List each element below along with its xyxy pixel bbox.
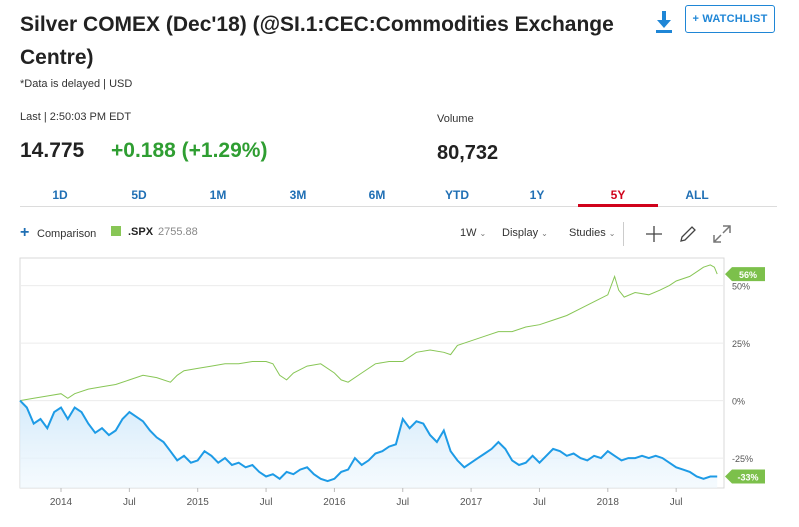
last-trade-label: Last | 2:50:03 PM EDT <box>20 111 132 123</box>
interval-value: 1W <box>460 227 477 239</box>
add-to-watchlist-button[interactable]: + WATCHLIST <box>685 5 775 33</box>
silver-end-label: -33% <box>737 473 758 483</box>
y-tick-label: 50% <box>732 282 750 292</box>
draw-pencil-icon[interactable] <box>676 222 700 246</box>
x-tick-label: 2014 <box>50 497 73 508</box>
comparison-button[interactable]: Comparison <box>37 228 97 240</box>
toolbar-divider <box>623 222 624 246</box>
range-tab-5d[interactable]: 5D <box>131 188 147 202</box>
y-tick-label: 25% <box>732 339 750 349</box>
comparison-symbol[interactable]: .SPX <box>128 226 154 238</box>
chevron-down-icon: ⌄ <box>541 229 548 238</box>
spx-end-label-bg <box>725 267 765 282</box>
expand-icon[interactable] <box>710 222 734 246</box>
spx-series-line <box>19 264 718 402</box>
display-label: Display <box>502 227 539 239</box>
range-tab-5y[interactable]: 5Y <box>578 185 658 207</box>
silver-series-line <box>19 399 718 483</box>
range-tab-all[interactable]: ALL <box>685 188 709 202</box>
silver-end-label-bg <box>725 469 765 484</box>
comparison-price: 2755.88 <box>158 226 198 238</box>
page-title: Silver COMEX (Dec'18) (@SI.1:CEC:Commodi… <box>20 13 614 69</box>
range-tab-6m[interactable]: 6M <box>368 188 386 202</box>
price-chart[interactable]: 50% 25% 0% -25% 2014 Jul 2015 Jul 2016 Jul 2017 Jul… <box>18 256 790 522</box>
x-tick-label: 2018 <box>597 497 620 508</box>
x-tick-label: 2015 <box>187 497 210 508</box>
y-tick-label: -25% <box>732 454 753 464</box>
x-tick-label: Jul <box>260 497 273 508</box>
volume-value: 80,732 <box>437 142 499 164</box>
price-change: +0.188 (+1.29%) <box>111 139 268 162</box>
y-tick-label: 0% <box>732 397 745 407</box>
interval-dropdown[interactable]: 1W ⌄ <box>460 227 486 239</box>
x-tick-label: 2016 <box>323 497 346 508</box>
plus-icon[interactable]: + <box>20 224 30 241</box>
chart-toolbar: + Comparison .SPX 2755.88 1W ⌄ Display ⌄ S… <box>20 222 780 246</box>
studies-dropdown[interactable]: Studies ⌄ <box>569 227 615 239</box>
studies-label: Studies <box>569 227 606 239</box>
range-tab-1d[interactable]: 1D <box>52 188 68 202</box>
chevron-down-icon: ⌄ <box>479 229 487 238</box>
chevron-down-icon: ⌄ <box>608 229 616 238</box>
download-icon[interactable] <box>652 8 678 34</box>
volume-label: Volume <box>437 113 474 125</box>
spx-end-label: 56% <box>739 270 757 280</box>
data-delay-note: *Data is delayed | USD <box>20 78 133 90</box>
range-tab-1m[interactable]: 1M <box>209 188 227 202</box>
x-tick-label: 2017 <box>460 497 483 508</box>
last-price: 14.775 <box>20 139 85 162</box>
x-tick-label: Jul <box>533 497 546 508</box>
time-range-tabs: 1D 5D 1M 3M 6M YTD 1Y 5Y ALL <box>20 185 777 207</box>
spx-color-swatch <box>111 226 121 236</box>
x-tick-label: Jul <box>396 497 409 508</box>
range-tab-3m[interactable]: 3M <box>289 188 307 202</box>
x-tick-label: Jul <box>123 497 136 508</box>
silver-area <box>20 400 718 488</box>
display-dropdown[interactable]: Display ⌄ <box>502 227 548 239</box>
range-tab-1y[interactable]: 1Y <box>529 188 545 202</box>
price-chart-svg[interactable]: 50% 25% 0% -25% 2014 Jul 2015 Jul 2016 Jul 2017 Jul… <box>18 256 790 522</box>
crosshair-icon[interactable] <box>642 222 666 246</box>
x-tick-label: Jul <box>670 497 683 508</box>
range-tab-ytd[interactable]: YTD <box>445 188 469 202</box>
